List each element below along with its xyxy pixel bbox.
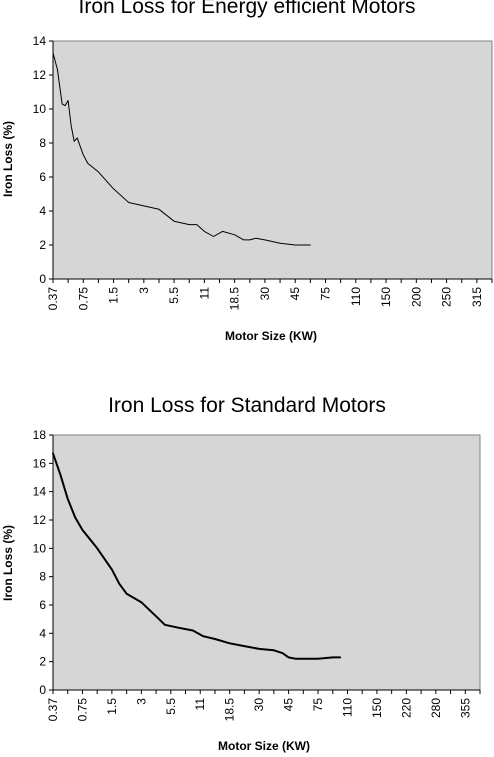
x-tick-label: 11: [193, 698, 207, 711]
chart-plot: 0 2 4 6 8 10 12 14 16 18 0.37 0.75 1.5 3 5.5 11 18.5 30 45…: [33, 428, 481, 722]
x-tick-label: 45: [288, 287, 302, 301]
x-tick-label: 315: [470, 287, 484, 307]
series-line: [52, 52, 311, 246]
x-tick-label: 18.5: [228, 287, 242, 311]
y-tick-label: 10: [33, 541, 47, 555]
chart-plot: 0 2 4 6 8 10 12 14 0.37 0.75 1.5 3 5.5 11 18.5 30 45 75 11…: [33, 34, 493, 311]
y-tick-label: 12: [33, 68, 47, 82]
y-tick-label: 14: [33, 34, 47, 48]
x-tick-label: 150: [379, 287, 393, 307]
x-tick-label: 110: [349, 287, 363, 306]
chart-standard: Iron Loss for Standard Motors 0 2 4 6 8 10 12 1…: [0, 388, 494, 757]
y-axis-label: Iron Loss (%): [1, 525, 15, 602]
x-tick-label: 3: [137, 287, 151, 294]
y-tick-label: 6: [39, 598, 46, 612]
y-tick-label: 8: [39, 570, 46, 584]
x-axis-label: Motor Size (KW): [225, 329, 317, 343]
y-tick-label: 8: [39, 136, 46, 150]
x-tick-label: 0.75: [75, 698, 89, 722]
x-tick-label: 5.5: [164, 698, 178, 715]
x-tick-label: 30: [252, 698, 266, 712]
y-tick-label: 6: [39, 170, 46, 184]
plot-area: [52, 434, 481, 691]
x-tick-label: 3: [134, 698, 148, 705]
series-line: [52, 452, 342, 660]
chart-title: Iron Loss for Energy efficient Motors: [78, 0, 416, 18]
x-tick-label: 0.37: [46, 698, 60, 722]
chart-energy-efficient: Iron Loss for Energy efficient Motors 0 2…: [0, 0, 494, 350]
x-tick-label: 75: [318, 287, 332, 301]
x-tick-label: 75: [311, 698, 325, 712]
y-tick-label: 18: [33, 428, 47, 442]
x-tick-label: 280: [429, 698, 443, 718]
x-tick-label: 150: [370, 698, 384, 718]
y-tick-label: 0: [39, 683, 46, 697]
y-tick-label: 0: [39, 272, 46, 286]
x-tick-label: 110: [340, 698, 354, 717]
y-tick-label: 14: [33, 485, 47, 499]
x-tick-label: 5.5: [167, 287, 181, 304]
y-tick-label: 4: [39, 626, 46, 640]
x-tick-label: 1.5: [107, 287, 121, 304]
x-axis-label: Motor Size (KW): [218, 739, 310, 753]
x-tick-label: 250: [440, 287, 454, 307]
x-tick-label: 18.5: [223, 698, 237, 722]
y-tick-label: 10: [33, 102, 47, 116]
x-tick-label: 11: [197, 287, 211, 300]
x-tick-label: 30: [258, 287, 272, 301]
y-axis-label: Iron Loss (%): [1, 121, 15, 198]
x-tick-label: 220: [399, 698, 413, 718]
x-tick-label: 45: [282, 698, 296, 712]
x-tick-label: 355: [458, 698, 472, 718]
x-tick-label: 0.37: [46, 287, 60, 311]
x-tick-label: 1.5: [105, 698, 119, 715]
y-tick-label: 4: [39, 204, 46, 218]
plot-area: [52, 40, 493, 280]
x-tick-label: 0.75: [76, 287, 90, 311]
y-tick-label: 12: [33, 513, 47, 527]
chart-title: Iron Loss for Standard Motors: [108, 394, 386, 417]
y-tick-label: 2: [39, 238, 46, 252]
y-tick-label: 16: [33, 456, 47, 470]
y-tick-label: 2: [39, 655, 46, 669]
x-tick-label: 200: [409, 287, 423, 307]
